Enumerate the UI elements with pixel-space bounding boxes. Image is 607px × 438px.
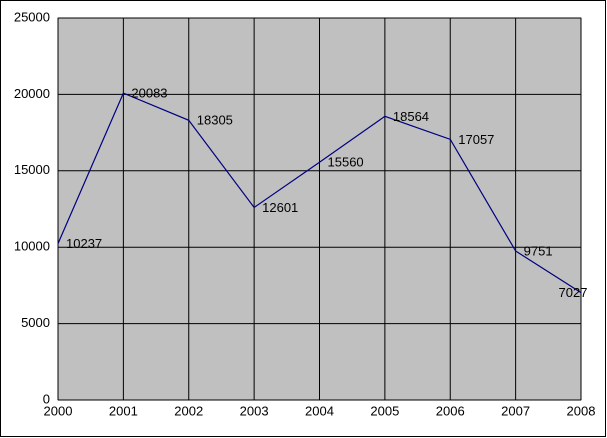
x-tick-label: 2000 (44, 403, 73, 418)
y-tick-label: 25000 (14, 9, 50, 24)
y-tick-label: 15000 (14, 162, 50, 177)
x-tick-label: 2008 (567, 403, 596, 418)
data-label: 7027 (559, 285, 588, 300)
data-label: 17057 (458, 132, 494, 147)
data-line (57, 92, 582, 294)
x-tick-label: 2004 (305, 403, 334, 418)
data-label: 18564 (393, 109, 429, 124)
x-tick-label: 2006 (436, 403, 465, 418)
x-tick-label: 2002 (174, 403, 203, 418)
x-tick-label: 2003 (240, 403, 269, 418)
data-label: 9751 (524, 243, 553, 258)
data-label: 18305 (197, 113, 233, 128)
data-label: 12601 (262, 200, 298, 215)
y-tick-label: 5000 (21, 315, 50, 330)
data-label: 20083 (131, 86, 167, 101)
data-label: 15560 (328, 155, 364, 170)
y-tick-label: 0 (43, 391, 50, 406)
y-tick-label: 20000 (14, 86, 50, 101)
x-tick-label: 2005 (370, 403, 399, 418)
y-tick-label: 10000 (14, 239, 50, 254)
data-label: 10237 (66, 236, 102, 251)
x-tick-label: 2007 (501, 403, 530, 418)
x-tick-label: 2001 (109, 403, 138, 418)
